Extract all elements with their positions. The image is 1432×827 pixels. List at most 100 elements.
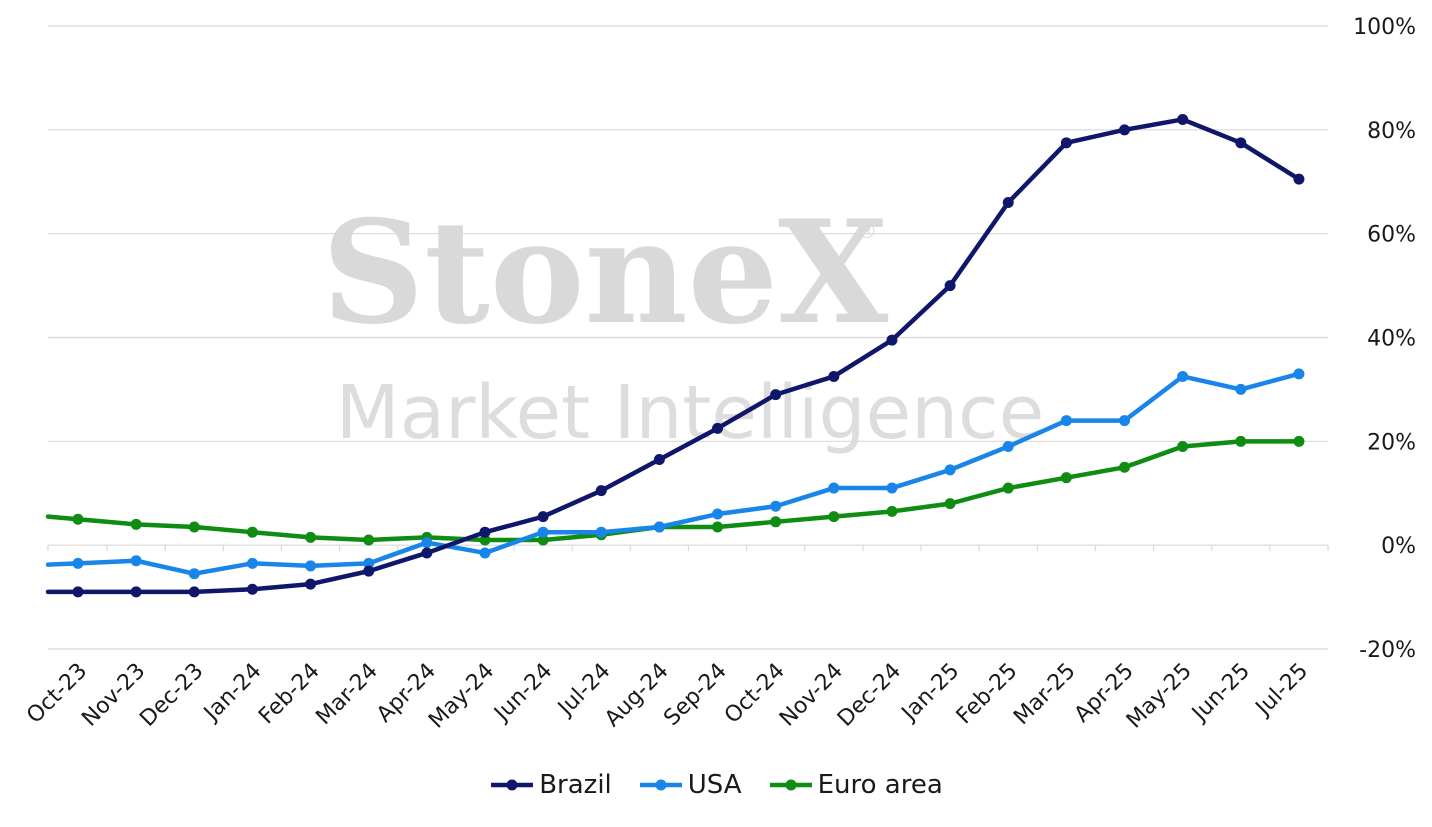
x-tick-label: Dec-23 bbox=[135, 659, 208, 732]
x-tick-label: Jul-25 bbox=[1250, 659, 1313, 722]
x-tick-label: Jan-24 bbox=[198, 659, 266, 727]
legend: Brazil USA Euro area bbox=[0, 770, 1432, 800]
data-point bbox=[1119, 461, 1131, 473]
x-tick-label: May-24 bbox=[424, 659, 499, 734]
stonex-watermark: StoneX ® Market Intelligence bbox=[322, 190, 1045, 456]
data-point bbox=[828, 370, 840, 382]
y-tick-label: 100% bbox=[1353, 15, 1416, 40]
data-point bbox=[1002, 197, 1014, 209]
data-point bbox=[72, 586, 84, 598]
x-tick-label: Dec-24 bbox=[833, 659, 906, 732]
x-tick-label: Jan-25 bbox=[896, 659, 964, 727]
gridlines bbox=[48, 25, 1328, 650]
data-point bbox=[770, 516, 782, 528]
data-point bbox=[246, 557, 258, 569]
legend-swatch bbox=[491, 779, 534, 791]
data-point bbox=[1235, 383, 1247, 395]
y-tick-label: 20% bbox=[1367, 430, 1416, 455]
x-tick-label: Mar-24 bbox=[311, 659, 382, 730]
legend-swatch bbox=[769, 779, 812, 791]
legend-item: Brazil bbox=[489, 770, 612, 800]
x-tick-label: May-25 bbox=[1122, 659, 1197, 734]
data-point bbox=[305, 531, 317, 543]
watermark-brand: StoneX bbox=[322, 190, 889, 356]
data-point bbox=[479, 534, 491, 546]
data-point bbox=[1235, 137, 1247, 149]
data-point bbox=[188, 586, 200, 598]
chart: StoneX ® Market Intelligence Oct-23Nov-2… bbox=[22, 15, 1416, 734]
x-tick-label: Jun-24 bbox=[489, 659, 558, 728]
data-point bbox=[363, 557, 375, 569]
data-point bbox=[712, 508, 724, 520]
data-point bbox=[1235, 435, 1247, 447]
data-point bbox=[944, 464, 956, 476]
legend-label: Euro area bbox=[817, 770, 943, 800]
data-point bbox=[944, 498, 956, 510]
data-point bbox=[1177, 441, 1189, 453]
data-point bbox=[72, 557, 84, 569]
data-point bbox=[1177, 113, 1189, 125]
data-point bbox=[1177, 370, 1189, 382]
x-tick-label: Feb-25 bbox=[952, 659, 1023, 730]
data-point bbox=[537, 511, 549, 523]
data-point bbox=[188, 568, 200, 580]
legend-item: Euro area bbox=[768, 770, 943, 800]
data-point bbox=[305, 560, 317, 572]
data-point bbox=[770, 389, 782, 401]
data-point bbox=[188, 521, 200, 533]
data-point bbox=[246, 526, 258, 538]
data-point bbox=[944, 280, 956, 292]
data-point bbox=[1060, 415, 1072, 427]
data-point bbox=[537, 526, 549, 538]
x-tick-label: Sep-24 bbox=[659, 659, 731, 731]
legend-swatch bbox=[639, 779, 682, 791]
x-axis: Oct-23Nov-23Dec-23Jan-24Feb-24Mar-24Apr-… bbox=[22, 544, 1329, 734]
data-point bbox=[363, 565, 375, 577]
data-point bbox=[246, 583, 258, 595]
data-point bbox=[595, 485, 607, 497]
data-point bbox=[712, 521, 724, 533]
data-point bbox=[653, 454, 665, 466]
x-tick-label: Mar-25 bbox=[1009, 659, 1080, 730]
watermark-registered-mark: ® bbox=[857, 219, 877, 243]
y-tick-label: -20% bbox=[1359, 638, 1416, 663]
data-point bbox=[1119, 415, 1131, 427]
data-point bbox=[1293, 368, 1305, 380]
data-point bbox=[1060, 137, 1072, 149]
data-point bbox=[886, 334, 898, 346]
data-point bbox=[130, 518, 142, 530]
y-tick-label: 0% bbox=[1381, 534, 1416, 559]
data-point bbox=[421, 547, 433, 559]
data-point bbox=[72, 513, 84, 525]
legend-item: USA bbox=[638, 770, 742, 800]
data-point bbox=[537, 534, 549, 546]
y-tick-label: 60% bbox=[1367, 223, 1416, 248]
data-point bbox=[1293, 435, 1305, 447]
x-tick-label: Jun-25 bbox=[1186, 659, 1255, 728]
data-point bbox=[595, 526, 607, 538]
series-usa bbox=[45, 368, 1305, 580]
data-point bbox=[1060, 472, 1072, 484]
y-tick-label: 40% bbox=[1367, 327, 1416, 352]
data-point bbox=[712, 422, 724, 434]
data-point bbox=[479, 526, 491, 538]
data-point bbox=[653, 521, 665, 533]
data-point bbox=[130, 555, 142, 567]
data-point bbox=[479, 547, 491, 559]
data-point bbox=[1002, 482, 1014, 494]
y-tick-label: 80% bbox=[1367, 119, 1416, 144]
legend-label: USA bbox=[687, 770, 742, 800]
y-axis: -20% 0% 20% 40% 60% 80% 100% bbox=[1353, 15, 1416, 663]
data-point bbox=[1002, 441, 1014, 453]
data-point bbox=[421, 537, 433, 549]
data-point bbox=[1293, 173, 1305, 185]
x-tick-label: Aug-24 bbox=[600, 659, 673, 732]
series-brazil bbox=[45, 113, 1305, 598]
x-tick-label: Nov-24 bbox=[775, 659, 848, 732]
data-point bbox=[828, 482, 840, 494]
legend-label: Brazil bbox=[539, 770, 612, 800]
x-tick-label: Feb-24 bbox=[254, 659, 325, 730]
data-point bbox=[1119, 124, 1131, 136]
data-point bbox=[305, 578, 317, 590]
data-point bbox=[770, 500, 782, 512]
